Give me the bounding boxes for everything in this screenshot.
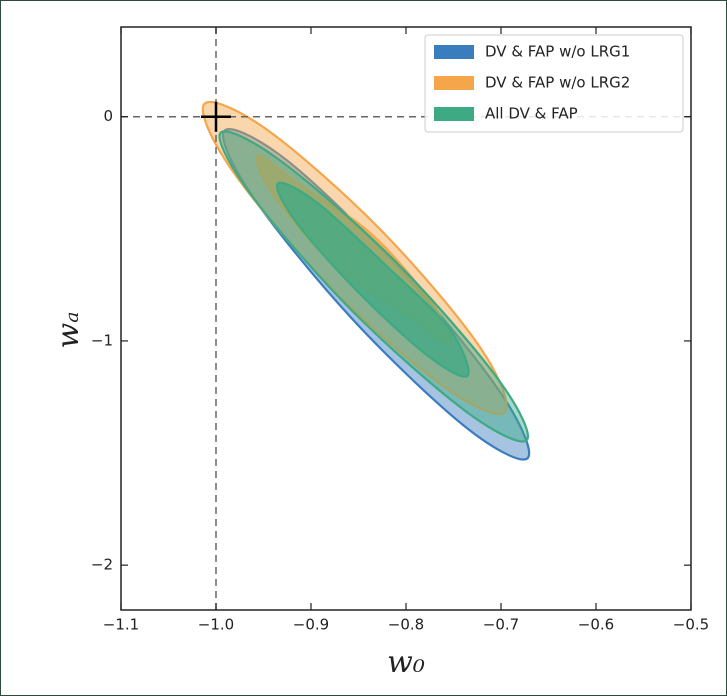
legend-label: DV & FAP w/o LRG2 — [485, 74, 630, 92]
x-tick-label: −0.7 — [483, 616, 519, 634]
y-axis-label: wₐ — [51, 312, 86, 349]
legend-swatch — [434, 45, 474, 59]
y-tick-label: −1 — [91, 331, 113, 349]
legend-label: All DV & FAP — [485, 105, 578, 123]
y-tick-label: 0 — [103, 107, 113, 125]
x-tick-label: −0.6 — [578, 616, 614, 634]
x-tick-label: −1.0 — [198, 616, 234, 634]
x-tick-label: −0.9 — [293, 616, 329, 634]
reference-marker — [201, 101, 231, 132]
legend-box — [424, 34, 684, 133]
legend-swatch — [434, 107, 474, 121]
y-tick-label: −2 — [91, 556, 113, 574]
contour — [275, 181, 470, 378]
x-tick-label: −0.8 — [388, 616, 424, 634]
x-tick-label: −0.5 — [673, 616, 709, 634]
legend-swatch — [434, 76, 474, 90]
x-tick-label: −1.1 — [103, 616, 139, 634]
legend-label: DV & FAP w/o LRG1 — [485, 43, 630, 61]
x-axis-label: w₀ — [387, 645, 425, 680]
